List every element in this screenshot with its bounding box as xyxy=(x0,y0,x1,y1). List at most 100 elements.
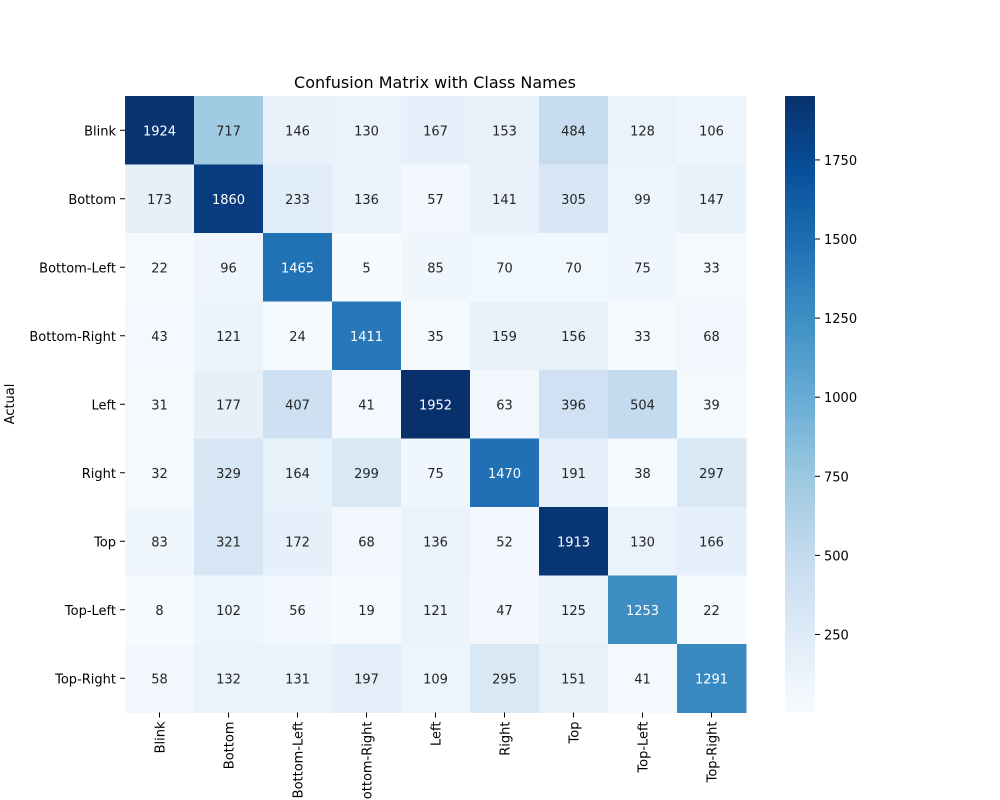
heatmap-cell xyxy=(125,96,195,165)
row-tick-label: Top-Right xyxy=(54,672,116,687)
cell-value-label: 295 xyxy=(492,672,517,687)
heatmap-cell xyxy=(194,301,264,371)
heatmap-cell xyxy=(125,164,195,234)
heatmap-cell xyxy=(263,233,333,302)
heatmap-cell xyxy=(332,575,402,645)
heatmap-cell xyxy=(401,164,471,234)
cell-value-label: 159 xyxy=(492,330,517,345)
heatmap-cell xyxy=(608,644,678,713)
cell-value-label: 305 xyxy=(561,193,586,208)
heatmap-cell xyxy=(125,575,195,645)
cell-value-label: 47 xyxy=(496,604,513,619)
heatmap-cell xyxy=(470,370,540,439)
heatmap-cell xyxy=(470,644,540,713)
cell-value-label: 31 xyxy=(151,398,168,413)
heatmap-cell xyxy=(194,507,264,576)
heatmap-cell xyxy=(263,164,333,234)
cell-value-label: 717 xyxy=(216,124,241,139)
column-tick-label: Bottom-Right xyxy=(361,722,376,800)
heatmap-cell xyxy=(539,507,609,576)
heatmap-cell xyxy=(401,438,471,508)
cell-value-label: 58 xyxy=(151,672,168,687)
heatmap-cell xyxy=(332,96,402,165)
heatmap-cell xyxy=(332,438,402,508)
cell-value-label: 1291 xyxy=(695,672,728,687)
cell-value-label: 32 xyxy=(151,467,168,482)
cell-value-label: 24 xyxy=(289,330,306,345)
heatmap-cell xyxy=(608,507,678,576)
row-tick-labels: Blink Bottom Bottom-Left Bottom-Right Left Ri… xyxy=(29,124,125,687)
heatmap-cell xyxy=(125,507,195,576)
heatmap-cell xyxy=(608,301,678,371)
heatmap-cell xyxy=(194,438,264,508)
heatmap-cell xyxy=(332,644,402,713)
cell-value-label: 167 xyxy=(423,124,448,139)
colorbar-tick-label: 1250 xyxy=(824,312,857,327)
heatmap-cell xyxy=(401,370,471,439)
heatmap-cell xyxy=(401,644,471,713)
cell-value-label: 106 xyxy=(699,124,724,139)
cell-value-label: 121 xyxy=(216,330,241,345)
heatmap-cell xyxy=(539,233,609,302)
heatmap-cell xyxy=(677,233,747,302)
cell-value-label: 5 xyxy=(362,261,370,276)
heatmap-cell xyxy=(608,96,678,165)
heatmap-cell xyxy=(608,233,678,302)
cell-value-label: 299 xyxy=(354,467,379,482)
cell-value-label: 164 xyxy=(285,467,310,482)
heatmap-cell xyxy=(332,233,402,302)
cell-value-label: 102 xyxy=(216,604,241,619)
colorbar-tick-label: 750 xyxy=(824,470,849,485)
cell-value-label: 52 xyxy=(496,535,513,550)
cell-value-label: 484 xyxy=(561,124,586,139)
cell-value-label: 22 xyxy=(151,261,168,276)
heatmap-cell xyxy=(125,370,195,439)
heatmap-cell xyxy=(332,164,402,234)
cell-value-label: 131 xyxy=(285,672,310,687)
heatmap-cell xyxy=(677,96,747,165)
heatmap-cell xyxy=(470,507,540,576)
heatmap-cell xyxy=(470,438,540,508)
row-tick-label: Blink xyxy=(84,124,116,139)
colorbar-tick-label: 250 xyxy=(824,628,849,643)
cell-value-label: 121 xyxy=(423,604,448,619)
row-tick-label: Bottom xyxy=(68,193,116,208)
cell-value-label: 156 xyxy=(561,330,586,345)
cell-value-label: 8 xyxy=(155,604,163,619)
cell-value-label: 147 xyxy=(699,193,724,208)
cell-value-label: 70 xyxy=(565,261,582,276)
colorbar-tick-label: 1500 xyxy=(824,233,857,248)
column-tick-label: Blink xyxy=(154,721,169,753)
cell-value-label: 1465 xyxy=(281,261,314,276)
heatmap-cell xyxy=(470,233,540,302)
heatmap-cell xyxy=(677,301,747,371)
cell-value-label: 96 xyxy=(220,261,237,276)
heatmap-cell xyxy=(194,370,264,439)
heatmap-cell xyxy=(539,301,609,371)
cell-value-label: 1411 xyxy=(350,330,383,345)
cell-value-label: 136 xyxy=(354,193,379,208)
heatmap-cell xyxy=(677,164,747,234)
column-tick-label: Top-Left xyxy=(637,722,652,774)
cell-value-label: 75 xyxy=(634,261,651,276)
chart-title: Confusion Matrix with Class Names xyxy=(294,73,576,92)
cell-value-label: 128 xyxy=(630,124,655,139)
cell-value-label: 83 xyxy=(151,535,168,550)
cell-value-label: 39 xyxy=(703,398,720,413)
row-tick-label: Bottom-Right xyxy=(29,330,116,345)
row-tick-label: Top-Left xyxy=(64,604,116,619)
heatmap-cell xyxy=(125,233,195,302)
heatmap-cell xyxy=(263,507,333,576)
heatmap-cell xyxy=(194,233,264,302)
cell-value-label: 1913 xyxy=(557,535,590,550)
heatmap-cell xyxy=(539,164,609,234)
heatmap-cell xyxy=(677,507,747,576)
heatmap-cell xyxy=(263,644,333,713)
heatmap-cell xyxy=(470,96,540,165)
heatmap-cell xyxy=(401,233,471,302)
cell-value-label: 38 xyxy=(634,467,651,482)
heatmap-cell xyxy=(125,644,195,713)
cell-value-label: 99 xyxy=(634,193,651,208)
